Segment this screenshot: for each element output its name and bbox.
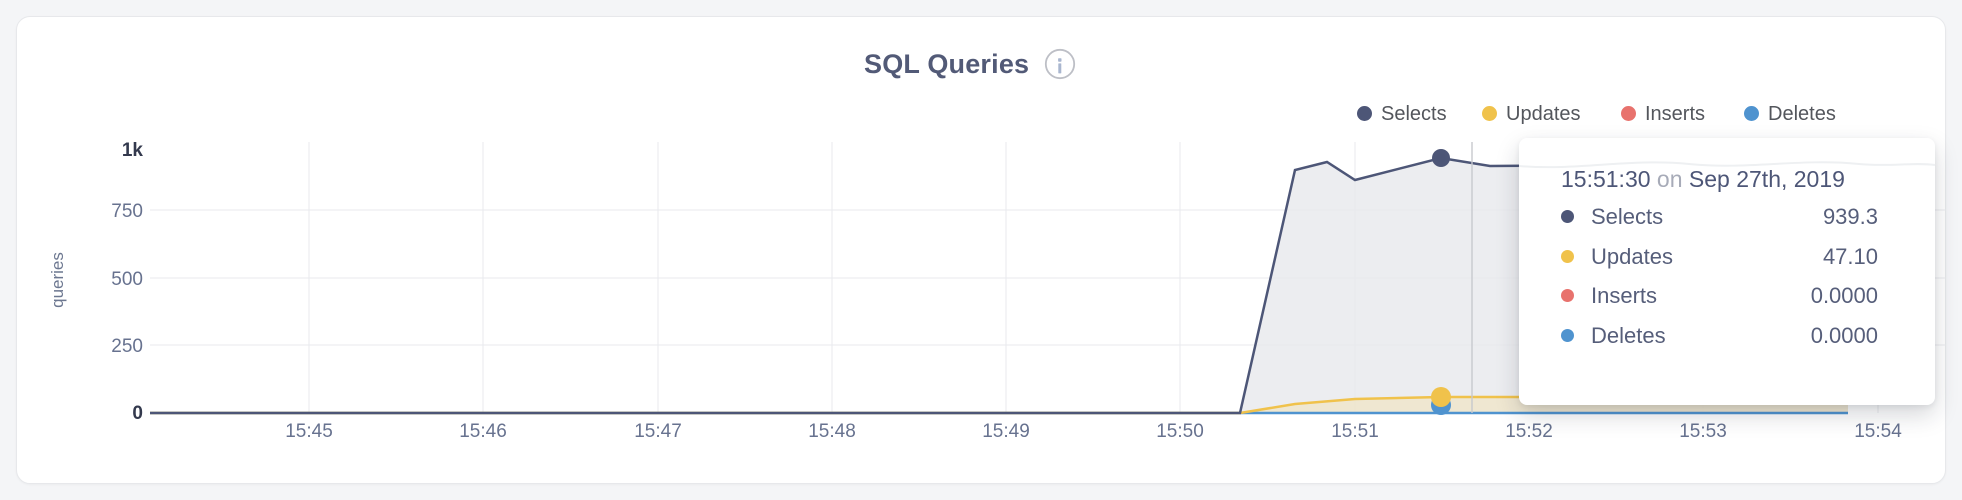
svg-text:15:45: 15:45 [285, 421, 333, 442]
svg-text:15:52: 15:52 [1505, 421, 1553, 442]
svg-text:250: 250 [111, 336, 143, 357]
svg-text:15:46: 15:46 [459, 421, 507, 442]
svg-text:15:49: 15:49 [982, 421, 1030, 442]
svg-text:1k: 1k [122, 140, 144, 161]
svg-text:750: 750 [111, 201, 143, 222]
svg-text:15:47: 15:47 [634, 421, 682, 442]
svg-text:15:51: 15:51 [1331, 421, 1379, 442]
svg-text:15:54: 15:54 [1854, 421, 1902, 442]
svg-text:15:50: 15:50 [1156, 421, 1204, 442]
svg-text:15:53: 15:53 [1679, 421, 1727, 442]
svg-text:queries: queries [48, 252, 67, 308]
svg-text:15:48: 15:48 [808, 421, 856, 442]
svg-text:0: 0 [132, 403, 143, 424]
svg-text:500: 500 [111, 269, 143, 290]
